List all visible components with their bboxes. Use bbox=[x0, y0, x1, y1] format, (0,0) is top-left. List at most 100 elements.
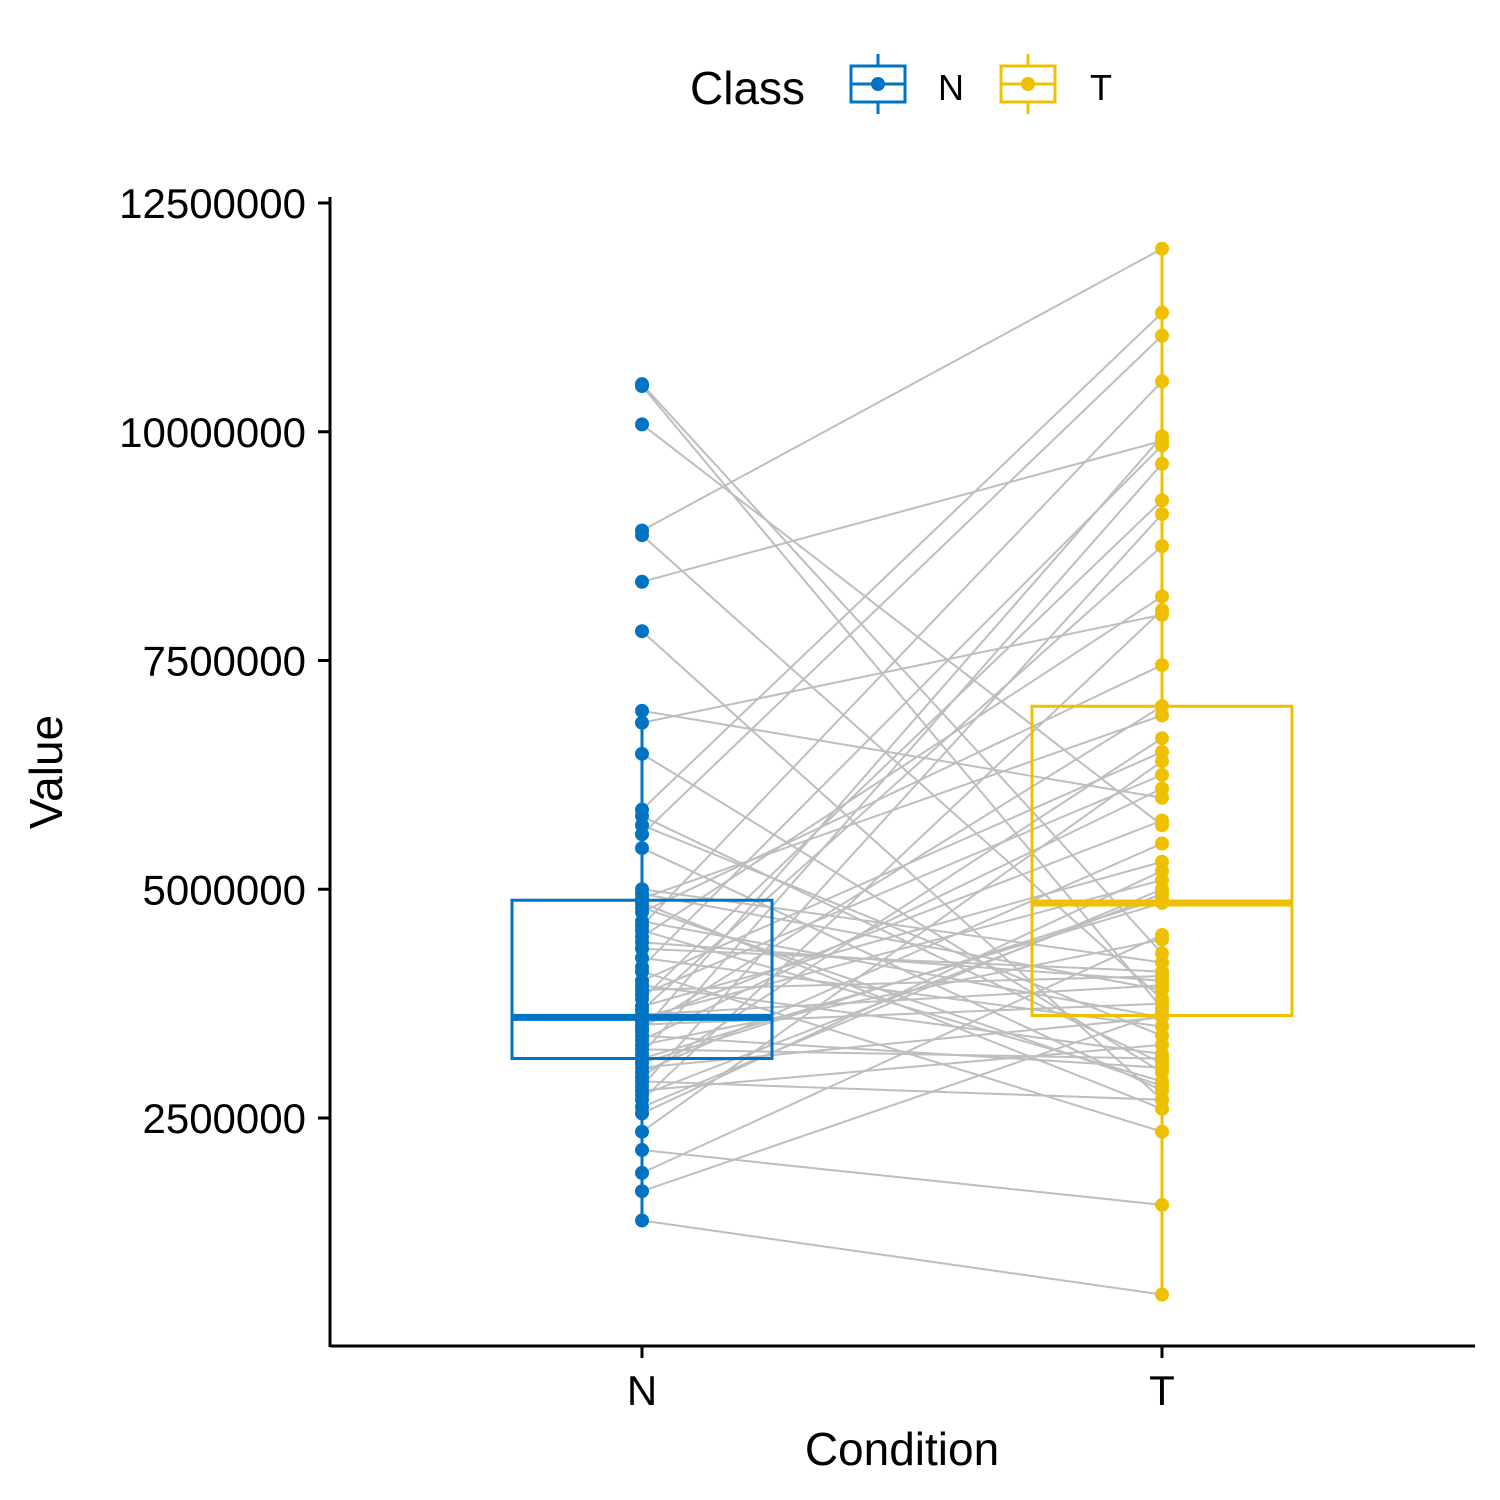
data-point-t bbox=[1155, 328, 1169, 343]
data-point-n bbox=[635, 1106, 649, 1121]
data-point-t bbox=[1155, 754, 1169, 769]
data-point-t bbox=[1155, 1287, 1169, 1302]
data-point-t bbox=[1155, 1124, 1169, 1139]
data-point-t bbox=[1155, 882, 1169, 897]
legend-label-t: T bbox=[1090, 67, 1112, 108]
pair-line bbox=[641, 870, 1163, 1115]
data-points bbox=[635, 241, 1169, 1302]
data-point-n bbox=[635, 841, 649, 856]
pair-line bbox=[641, 760, 1163, 1133]
data-point-t bbox=[1155, 767, 1169, 782]
data-point-n bbox=[635, 1143, 649, 1158]
data-point-t bbox=[1155, 813, 1169, 828]
pair-line bbox=[641, 499, 1163, 1000]
data-point-t bbox=[1155, 699, 1169, 714]
legend-label-n: N bbox=[938, 67, 964, 108]
pair-line bbox=[641, 595, 1163, 938]
data-point-t bbox=[1155, 1074, 1169, 1089]
data-point-t bbox=[1155, 241, 1169, 256]
data-point-n bbox=[635, 1213, 649, 1228]
pair-line bbox=[641, 312, 1163, 811]
boxplots bbox=[510, 248, 1294, 1295]
pair-line bbox=[641, 842, 1163, 1074]
pair-line bbox=[641, 1011, 1163, 1193]
data-point-t bbox=[1155, 589, 1169, 604]
pair-line bbox=[641, 463, 1163, 1055]
legend-key-n bbox=[849, 54, 907, 114]
y-tick-label: 10000000 bbox=[119, 409, 306, 456]
pair-line bbox=[641, 892, 1163, 1097]
data-point-n bbox=[635, 827, 649, 842]
pair-line bbox=[641, 613, 1163, 724]
paired-lines bbox=[641, 247, 1163, 1296]
data-point-t bbox=[1155, 1051, 1169, 1066]
data-point-t bbox=[1155, 978, 1169, 993]
legend: Class N T bbox=[690, 54, 1112, 114]
data-point-t bbox=[1155, 928, 1169, 942]
pair-line bbox=[641, 920, 1163, 1019]
pair-line bbox=[641, 934, 1163, 1174]
pair-line bbox=[641, 1149, 1163, 1206]
x-tick-label: T bbox=[1149, 1367, 1175, 1414]
pair-line bbox=[641, 947, 1163, 973]
pair-line bbox=[641, 773, 1163, 996]
data-point-t bbox=[1155, 374, 1169, 389]
data-point-n bbox=[635, 1165, 649, 1180]
data-point-t bbox=[1155, 507, 1169, 522]
y-tick-label: 7500000 bbox=[142, 638, 306, 685]
pair-line bbox=[641, 787, 1163, 1042]
y-tick-label: 5000000 bbox=[142, 866, 306, 913]
data-point-t bbox=[1155, 456, 1169, 471]
data-point-t bbox=[1155, 863, 1169, 878]
pair-line bbox=[641, 1043, 1163, 1092]
pair-line bbox=[641, 984, 1163, 1016]
pair-line bbox=[641, 513, 1163, 1087]
data-point-n bbox=[635, 574, 649, 589]
y-tick-label: 2500000 bbox=[142, 1095, 306, 1142]
data-point-t bbox=[1155, 836, 1169, 851]
pair-line bbox=[641, 888, 1163, 1108]
data-point-t bbox=[1155, 429, 1169, 444]
data-point-t bbox=[1155, 1037, 1169, 1052]
data-point-n bbox=[635, 417, 649, 432]
pair-line bbox=[641, 1034, 1163, 1069]
data-point-n bbox=[635, 746, 649, 761]
data-point-n bbox=[635, 528, 649, 543]
data-point-t bbox=[1155, 658, 1169, 673]
legend-key-t bbox=[999, 54, 1057, 114]
pair-line bbox=[641, 752, 1163, 1074]
pair-line bbox=[641, 714, 1163, 900]
x-tick-label: N bbox=[627, 1367, 657, 1414]
pair-line bbox=[641, 247, 1163, 532]
pair-line bbox=[641, 444, 1163, 968]
data-point-n bbox=[635, 1184, 649, 1199]
pair-line bbox=[641, 439, 1163, 583]
y-axis-title: Value bbox=[20, 715, 72, 829]
pair-line bbox=[641, 1219, 1163, 1296]
pair-line bbox=[641, 380, 1163, 927]
data-point-t bbox=[1155, 539, 1169, 554]
data-point-t bbox=[1155, 1197, 1169, 1212]
y-tick-label: 12500000 bbox=[119, 180, 306, 227]
data-point-t bbox=[1155, 305, 1169, 320]
x-axis-title: Condition bbox=[805, 1423, 999, 1475]
data-point-n bbox=[635, 624, 649, 639]
data-point-t bbox=[1155, 493, 1169, 508]
data-point-n bbox=[635, 703, 649, 718]
legend-title: Class bbox=[690, 62, 805, 114]
pair-line bbox=[641, 705, 1163, 1030]
data-point-t bbox=[1155, 731, 1169, 746]
data-point-t bbox=[1155, 1092, 1169, 1107]
data-point-t bbox=[1155, 781, 1169, 796]
data-point-n bbox=[635, 1124, 649, 1139]
pair-line bbox=[641, 819, 1163, 1022]
data-point-n bbox=[635, 715, 649, 730]
data-point-t bbox=[1155, 603, 1169, 618]
pair-line bbox=[641, 423, 1163, 826]
pair-line bbox=[641, 709, 1163, 799]
pair-line bbox=[641, 815, 1163, 1065]
y-axis-ticks: 2500000 5000000 7500000 10000000 12500000 bbox=[119, 180, 330, 1142]
data-point-t bbox=[1155, 1005, 1169, 1020]
